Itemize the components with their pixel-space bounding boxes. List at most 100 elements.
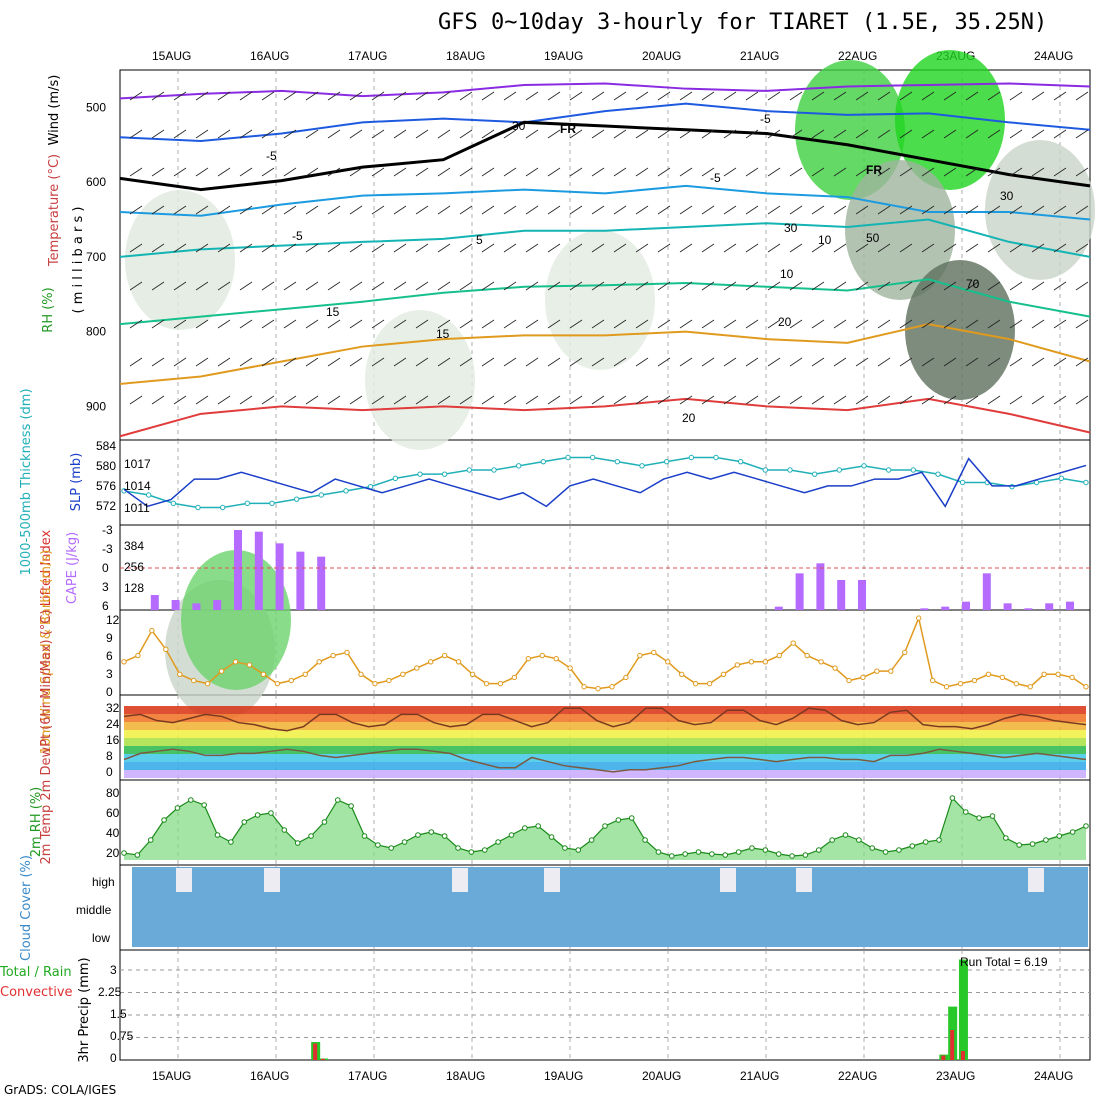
temp-tick: 24 [106, 717, 120, 731]
wind-barb [1031, 243, 1045, 253]
wind-barb [239, 319, 253, 329]
wind-barb [151, 281, 165, 291]
wind10-tick: 6 [106, 649, 113, 663]
wind10-line [123, 615, 1087, 690]
cloud-clear-gap [544, 868, 560, 892]
wind-barb [349, 167, 363, 177]
wind-barb [393, 243, 407, 253]
wind10-line-point [149, 627, 155, 634]
wind-barb [349, 395, 363, 405]
wind-barb [899, 91, 913, 101]
day-label-top: 21AUG [740, 49, 779, 63]
wind-barb [481, 91, 495, 101]
wind-barb [965, 205, 979, 215]
wind-barb [437, 205, 451, 215]
wind10-line-point [748, 659, 755, 665]
wind-barb [899, 167, 913, 177]
wind-barb [547, 395, 561, 405]
wind-barb [921, 205, 935, 215]
wind-barb [305, 281, 319, 291]
wind-barb [767, 357, 781, 367]
rh2m-tick: 60 [106, 806, 120, 820]
rh-shading [795, 60, 905, 200]
wind10-line-point [818, 659, 824, 665]
rh-contour-label: 50 [866, 231, 880, 245]
wind-barb [217, 205, 231, 215]
wind-barb [261, 167, 275, 177]
wind10-line-point [386, 677, 392, 684]
wind-barb [261, 281, 275, 291]
wind-barb [283, 243, 297, 253]
wind10-line-point [678, 671, 685, 677]
wind-barb [943, 357, 957, 367]
rh2m-tick: 80 [106, 786, 120, 800]
wind-barb [195, 129, 209, 139]
day-label-bottom: 19AUG [544, 1069, 583, 1083]
wind10-line-point [567, 665, 573, 671]
wind-barb [987, 167, 1001, 177]
wind-barb [151, 91, 165, 101]
wind10-line-point [832, 665, 838, 671]
wind10-line-point [483, 680, 490, 687]
wind10-line-point [581, 684, 587, 690]
wind10-line-point [915, 615, 922, 621]
wind10-line-point [706, 680, 713, 687]
wind10-line-point [637, 652, 643, 659]
isotherm-label: 10 [818, 233, 832, 247]
wind-barb [679, 395, 693, 405]
cape-bar [171, 600, 180, 610]
wind-barb [635, 167, 649, 177]
wind-barb [459, 319, 473, 329]
wind-barb [789, 205, 803, 215]
wind10-line-point [191, 677, 197, 684]
wind-axis-label: Wind (m/s) [47, 75, 62, 146]
wind-barb [569, 167, 583, 177]
wind-barb [283, 395, 297, 405]
wind-barb [327, 167, 341, 177]
wind-barb [965, 167, 979, 177]
wind-barb [283, 357, 297, 367]
wind-barb [987, 205, 1001, 215]
wind-barb [239, 357, 253, 367]
isotherm-15 [119, 278, 1091, 326]
wind-barb [943, 395, 957, 405]
wind10-line-point [469, 671, 476, 677]
day-label-bottom: 22AUG [838, 1069, 877, 1083]
wind-barb [701, 357, 715, 367]
cape-bar [1066, 601, 1074, 610]
wind-barb [503, 395, 517, 405]
precip-conv-bar [950, 1030, 955, 1060]
wind10-line-point [971, 677, 978, 684]
wind-barb [481, 281, 495, 291]
wind-barb [1075, 129, 1089, 139]
wind-barb [657, 167, 671, 177]
wind10-line-point [511, 674, 518, 681]
wind-barb [679, 281, 693, 291]
wind-barb [195, 243, 209, 253]
wind-barb [591, 91, 605, 101]
wind-barb [305, 91, 319, 101]
wind-barb [701, 243, 715, 253]
wind-barb [855, 129, 869, 139]
cape-bar [150, 595, 159, 610]
cape-bar [254, 531, 263, 610]
wind-barb [1009, 357, 1023, 367]
wind-barb [613, 129, 627, 139]
wind-barb [723, 243, 737, 253]
wind-barb [525, 167, 539, 177]
thickness-line-point [195, 504, 201, 511]
wind-barb [415, 129, 429, 139]
wind-barb [239, 395, 253, 405]
rh2m-point [134, 852, 141, 858]
cape-bar [962, 601, 970, 610]
rh2m-point [254, 812, 261, 818]
wind10-tick: 12 [106, 613, 120, 627]
wind10-line-point [121, 659, 127, 665]
cape-bar [837, 580, 846, 610]
freezing-level-label: FR [866, 163, 882, 177]
li-tick: -3 [102, 542, 113, 556]
day-label-top: 18AUG [446, 49, 485, 63]
wind-barb [855, 243, 869, 253]
wind10-tick: 9 [106, 631, 113, 645]
